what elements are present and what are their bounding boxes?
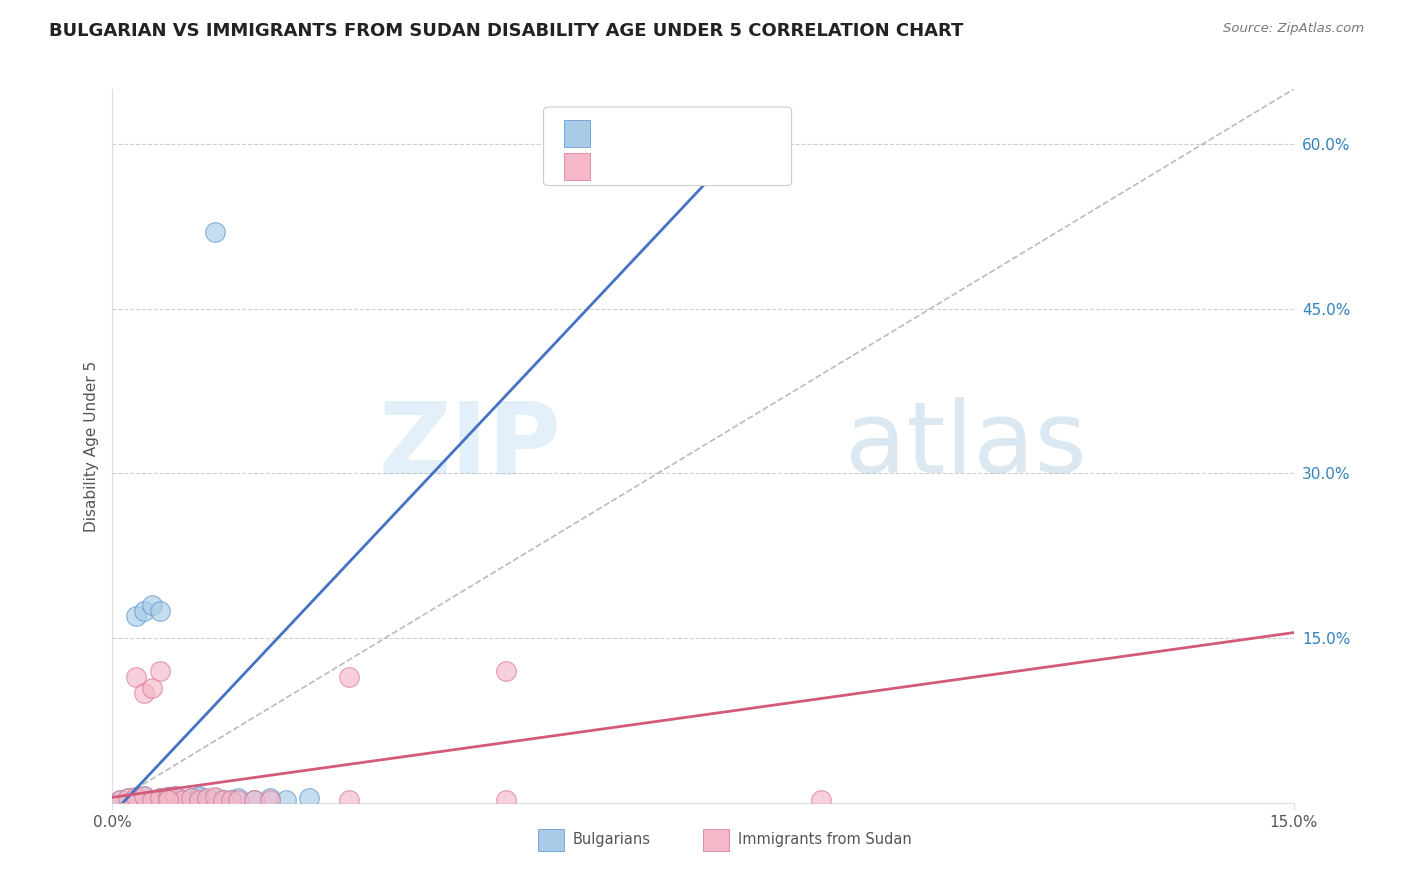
Point	[188, 789, 211, 804]
Bar	[564, 153, 589, 180]
Point	[204, 790, 226, 805]
Point	[125, 790, 148, 805]
Point	[165, 789, 187, 804]
Point	[149, 791, 172, 805]
Point	[219, 792, 242, 806]
Text: N = 28: N = 28	[709, 159, 766, 174]
Point	[211, 792, 233, 806]
Point	[180, 791, 202, 805]
Text: R = 0.819: R = 0.819	[600, 126, 683, 141]
Point	[298, 791, 321, 805]
Point	[211, 792, 233, 806]
Point	[117, 791, 139, 805]
Text: Immigrants from Sudan: Immigrants from Sudan	[738, 832, 912, 847]
Text: BULGARIAN VS IMMIGRANTS FROM SUDAN DISABILITY AGE UNDER 5 CORRELATION CHART: BULGARIAN VS IMMIGRANTS FROM SUDAN DISAB…	[49, 22, 963, 40]
Point	[195, 791, 218, 805]
Point	[172, 792, 194, 806]
Point	[132, 789, 155, 804]
Text: Bulgarians: Bulgarians	[574, 832, 651, 847]
Point	[810, 792, 832, 806]
Point	[156, 790, 179, 805]
Point	[495, 664, 517, 678]
Text: R = 0.724: R = 0.724	[600, 159, 683, 174]
Text: atlas: atlas	[845, 398, 1087, 494]
Bar	[703, 830, 728, 851]
Point	[110, 792, 132, 806]
Text: Source: ZipAtlas.com: Source: ZipAtlas.com	[1223, 22, 1364, 36]
Point	[141, 681, 163, 695]
Point	[149, 791, 172, 805]
Point	[132, 604, 155, 618]
Point	[195, 792, 218, 806]
Point	[259, 791, 281, 805]
Point	[125, 790, 148, 805]
Point	[259, 792, 281, 806]
Point	[172, 792, 194, 806]
Point	[188, 790, 211, 805]
Point	[141, 598, 163, 612]
Y-axis label: Disability Age Under 5: Disability Age Under 5	[83, 360, 98, 532]
Point	[125, 669, 148, 683]
Point	[149, 604, 172, 618]
Point	[228, 792, 250, 806]
Bar	[564, 120, 589, 147]
Text: ZIP: ZIP	[378, 398, 561, 494]
Point	[337, 669, 360, 683]
Point	[141, 792, 163, 806]
Point	[274, 792, 297, 806]
Point	[149, 664, 172, 678]
Point	[132, 686, 155, 700]
Point	[110, 792, 132, 806]
Point	[243, 792, 266, 806]
Point	[219, 792, 242, 806]
Point	[204, 791, 226, 805]
Point	[228, 791, 250, 805]
Point	[117, 791, 139, 805]
Point	[156, 790, 179, 805]
Point	[132, 789, 155, 804]
Point	[165, 789, 187, 804]
Point	[125, 609, 148, 624]
Point	[495, 792, 517, 806]
Bar	[537, 830, 564, 851]
Point	[156, 790, 179, 805]
Text: N = 27: N = 27	[709, 126, 766, 141]
FancyBboxPatch shape	[544, 107, 792, 186]
Point	[204, 225, 226, 239]
Point	[180, 791, 202, 805]
Point	[337, 792, 360, 806]
Point	[141, 792, 163, 806]
Point	[188, 792, 211, 806]
Point	[243, 792, 266, 806]
Point	[156, 792, 179, 806]
